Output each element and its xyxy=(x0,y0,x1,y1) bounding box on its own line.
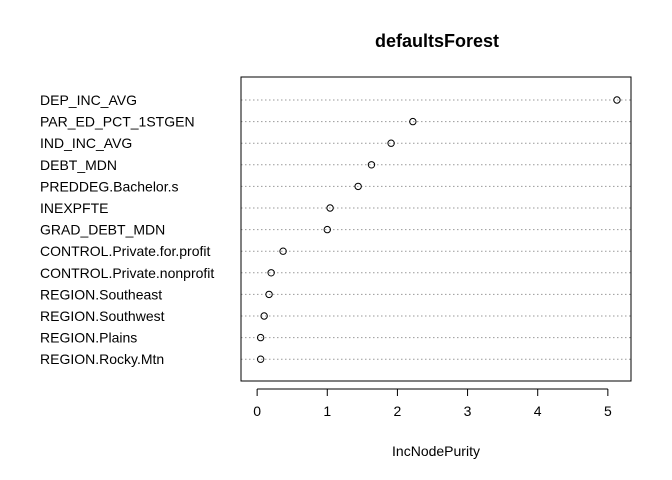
category-label: PAR_ED_PCT_1STGEN xyxy=(40,114,195,130)
data-point xyxy=(387,139,395,147)
x-tick-label: 5 xyxy=(604,403,612,419)
x-axis: 0 1 2 3 4 5 xyxy=(253,388,612,419)
x-tick-label: 1 xyxy=(323,403,331,419)
category-label: PREDDEG.Bachelor.s xyxy=(40,178,179,194)
category-labels: DEP_INC_AVG PAR_ED_PCT_1STGEN IND_INC_AVG D… xyxy=(40,92,214,367)
data-point xyxy=(260,312,268,320)
data-point xyxy=(367,161,376,169)
category-label: INEXPFTE xyxy=(40,200,108,216)
data-point xyxy=(279,247,287,255)
category-label: DEBT_MDN xyxy=(40,157,117,173)
x-axis-title: IncNodePurity xyxy=(392,443,480,459)
data-point xyxy=(267,269,275,277)
x-tick-label: 0 xyxy=(253,403,261,419)
x-tick-label: 2 xyxy=(394,403,402,419)
category-label: REGION.Southeast xyxy=(40,286,162,302)
category-label: GRAD_DEBT_MDN xyxy=(40,222,165,238)
data-point xyxy=(265,290,273,299)
category-label: REGION.Plains xyxy=(40,330,137,346)
x-tick-label: 3 xyxy=(464,403,472,419)
x-tick-label: 4 xyxy=(534,403,542,419)
category-label: CONTROL.Private.for.profit xyxy=(40,243,210,259)
data-point xyxy=(256,333,265,342)
data-points xyxy=(256,96,621,363)
chart-title: defaultsForest xyxy=(375,31,499,51)
category-label: CONTROL.Private.nonprofit xyxy=(40,265,214,281)
data-point xyxy=(323,225,331,234)
category-label: IND_INC_AVG xyxy=(40,135,132,151)
data-point xyxy=(409,117,417,126)
data-point xyxy=(256,355,265,363)
grid-lines xyxy=(241,99,631,360)
category-label: REGION.Rocky.Mtn xyxy=(40,351,164,367)
data-point xyxy=(354,182,362,191)
data-point xyxy=(326,204,334,212)
data-point xyxy=(613,96,621,104)
plot-area xyxy=(240,76,632,382)
category-label: DEP_INC_AVG xyxy=(40,92,137,108)
category-label: REGION.Southwest xyxy=(40,308,165,324)
